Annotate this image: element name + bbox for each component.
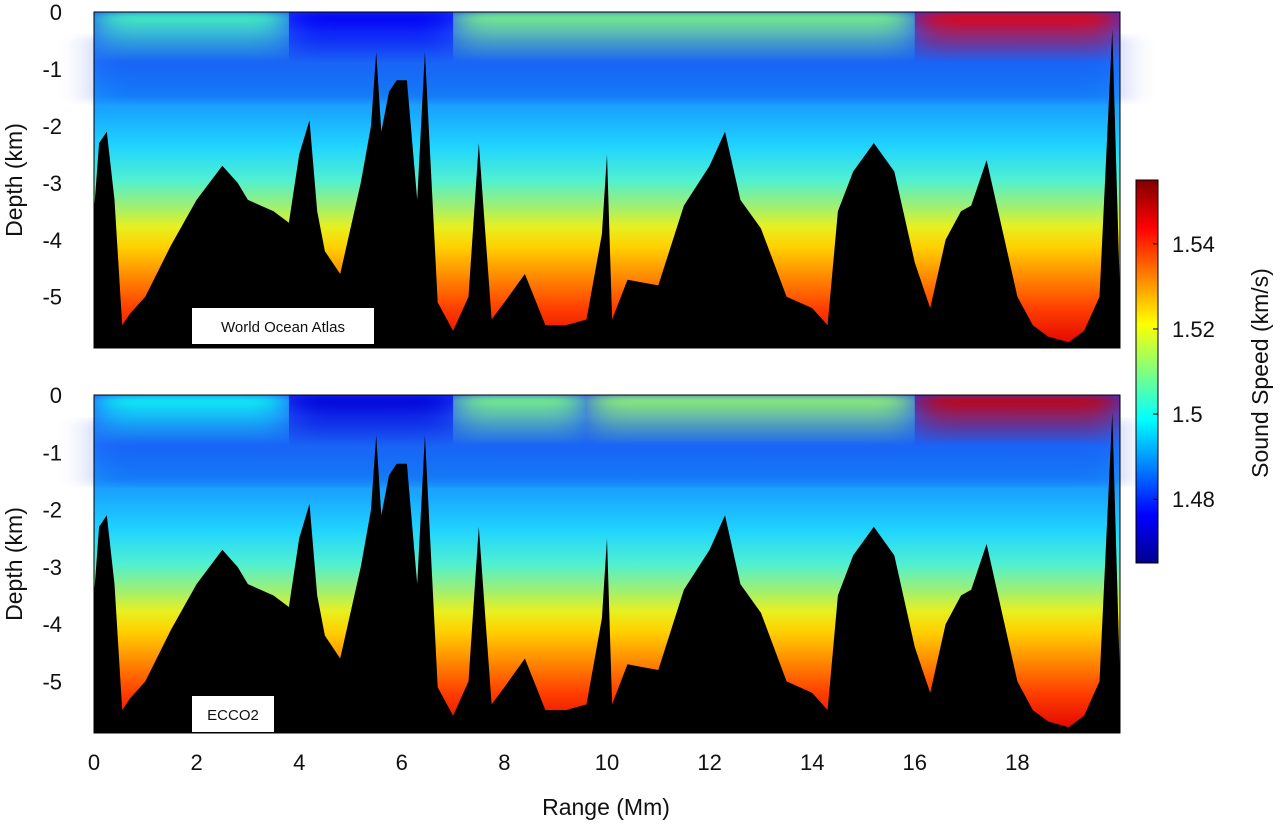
plot-frame [93,11,1121,349]
y-tick-label: -4 [42,228,62,253]
colorbar-scale [1135,179,1159,564]
colorbar: Sound Speed (km/s) 1.48 1.5 1.52 1.54 [1135,179,1273,564]
panel-label-box [192,696,274,732]
y-tick-label: 0 [50,0,62,25]
colorbar-tick-label: 1.5 [1172,402,1203,427]
surface-band [453,395,587,447]
y-tick-label: -3 [42,555,62,580]
x-tick-label: 10 [595,750,619,775]
seafloor-bathymetry [94,412,1120,733]
surface-band [586,395,915,447]
surface-band [94,395,289,447]
x-tick-label: 12 [697,750,721,775]
panel-label: World Ocean Atlas [221,319,345,336]
panel-label: ECCO2 [207,707,259,724]
surface-band [288,395,454,447]
colorbar-tick-label: 1.48 [1172,487,1215,512]
plot-frame [93,394,1121,734]
x-axis: Range (Mm) [542,794,670,820]
colorbar-tick-label: 1.52 [1172,317,1215,342]
y-axis-label: Depth (km) [1,123,27,237]
x-tick-label: 2 [190,750,202,775]
x-axis-label: Range (Mm) [542,794,670,820]
y-tick-label: -5 [42,285,62,310]
panel-label-box [192,308,374,344]
surface-band [914,12,1120,64]
y-tick-label: -3 [42,171,62,196]
x-tick-label: 18 [1005,750,1029,775]
y-tick-label: -2 [42,114,62,139]
y-tick-label: 0 [50,383,62,408]
surface-band [453,12,915,64]
surface-band [288,12,454,64]
colorbar-label: Sound Speed (km/s) [1247,268,1273,478]
y-tick-label: -4 [42,612,62,637]
x-tick-label: 8 [498,750,510,775]
x-tick-label: 0 [88,750,100,775]
seafloor-bathymetry [94,29,1120,348]
x-tick-label: 4 [293,750,305,775]
x-tick-label: 16 [903,750,927,775]
ecco2-panel: ECCO2 0 -1 -2 -3 -4 -5 Depth (km) 0 2 4 6 8 10 12 14 16 1… [1,383,1121,775]
colorbar-tick-label: 1.54 [1172,232,1215,257]
wod-panel: World Ocean Atlas 0 -1 -2 -3 -4 -5 Depth (km) [1,0,1121,349]
y-tick-label: -1 [42,440,62,465]
surface-band [914,395,1120,447]
y-tick-label: -1 [42,57,62,82]
y-tick-label: -5 [42,669,62,694]
y-tick-label: -2 [42,498,62,523]
surface-band [94,12,289,64]
x-tick-label: 6 [396,750,408,775]
x-tick-label: 14 [800,750,824,775]
y-axis-label: Depth (km) [1,507,27,621]
